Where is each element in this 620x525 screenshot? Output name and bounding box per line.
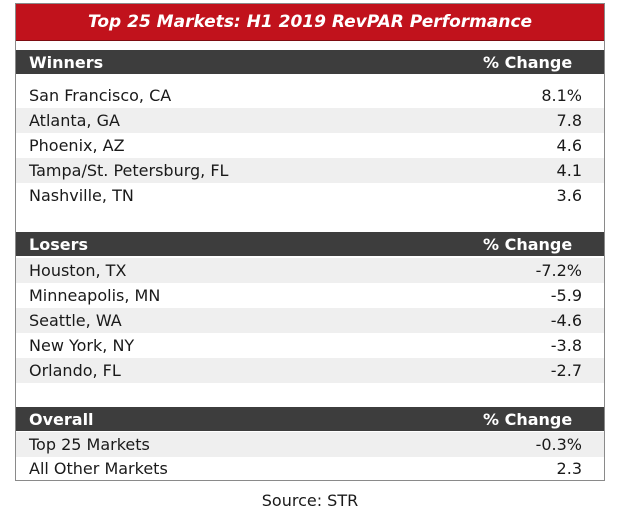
- change-value: 7.8: [556, 111, 582, 130]
- change-column-header: % Change: [483, 410, 573, 429]
- table-row: Minneapolis, MN -5.9: [16, 283, 604, 308]
- section-header-losers: Losers % Change: [16, 232, 604, 256]
- change-column-header: % Change: [483, 53, 573, 72]
- table-title: Top 25 Markets: H1 2019 RevPAR Performan…: [16, 4, 604, 41]
- table-row: Seattle, WA -4.6: [16, 308, 604, 333]
- change-value: 8.1%: [541, 86, 582, 105]
- table-row: New York, NY -3.8: [16, 333, 604, 358]
- change-value: -5.9: [550, 286, 582, 305]
- table-row: Phoenix, AZ 4.6: [16, 133, 604, 158]
- market-name: Atlanta, GA: [29, 111, 120, 130]
- change-value: -0.3%: [535, 435, 582, 454]
- rev-par-table: Top 25 Markets: H1 2019 RevPAR Performan…: [15, 3, 605, 481]
- section-label: Winners: [29, 53, 104, 72]
- table-row: San Francisco, CA 8.1%: [16, 83, 604, 108]
- market-name: New York, NY: [29, 336, 135, 355]
- table-row: Tampa/St. Petersburg, FL 4.1: [16, 158, 604, 183]
- table-row: All Other Markets 2.3: [16, 456, 604, 481]
- market-name: Minneapolis, MN: [29, 286, 161, 305]
- change-value: -4.6: [550, 311, 582, 330]
- market-name: Seattle, WA: [29, 311, 122, 330]
- section-label: Overall: [29, 410, 94, 429]
- market-name: Top 25 Markets: [29, 435, 150, 454]
- source-note: Source: STR: [261, 491, 359, 510]
- table-row: Nashville, TN 3.6: [16, 183, 604, 208]
- change-value: -7.2%: [535, 261, 582, 280]
- section-label: Losers: [29, 235, 88, 254]
- market-name: Orlando, FL: [29, 361, 121, 380]
- change-value: 2.3: [556, 459, 582, 478]
- table-row: Atlanta, GA 7.8: [16, 108, 604, 133]
- change-column-header: % Change: [483, 235, 573, 254]
- section-header-overall: Overall % Change: [16, 407, 604, 431]
- table-row: Top 25 Markets -0.3%: [16, 432, 604, 457]
- table-row: Houston, TX -7.2%: [16, 258, 604, 283]
- market-name: San Francisco, CA: [29, 86, 172, 105]
- change-value: -3.8: [550, 336, 582, 355]
- change-value: 3.6: [556, 186, 582, 205]
- change-value: 4.6: [556, 136, 582, 155]
- market-name: Nashville, TN: [29, 186, 134, 205]
- market-name: Phoenix, AZ: [29, 136, 125, 155]
- market-name: Houston, TX: [29, 261, 127, 280]
- market-name: All Other Markets: [29, 459, 168, 478]
- section-header-winners: Winners % Change: [16, 50, 604, 74]
- change-value: -2.7: [550, 361, 582, 380]
- market-name: Tampa/St. Petersburg, FL: [29, 161, 229, 180]
- change-value: 4.1: [556, 161, 582, 180]
- table-row: Orlando, FL -2.7: [16, 358, 604, 383]
